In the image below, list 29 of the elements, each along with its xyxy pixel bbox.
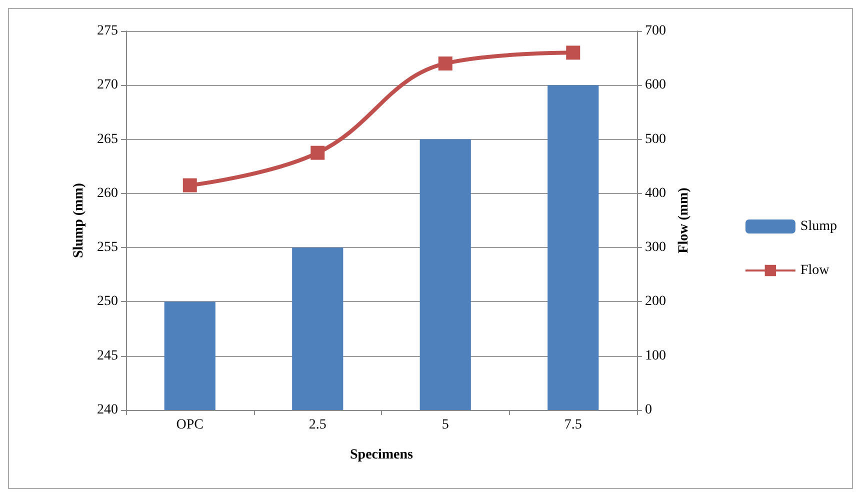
y-tick-label: 275: [97, 24, 118, 38]
y2-tick-label: 100: [645, 348, 666, 364]
y-tick-label: 245: [97, 348, 118, 364]
x-tick-label: 2.5: [308, 418, 326, 432]
y-tick-label: 250: [97, 294, 118, 310]
point: [182, 178, 197, 192]
y2-tick-label: 500: [645, 132, 666, 147]
x-tick-label: 5: [442, 418, 449, 432]
point: [438, 56, 452, 70]
x-axis-title: Specimens: [350, 448, 414, 462]
y2-tick-label: 400: [645, 186, 666, 201]
y-tick-label: 265: [97, 132, 118, 147]
y-tick-label: 240: [97, 402, 118, 418]
y2-tick-label: 600: [645, 78, 666, 93]
legend-label: Slump: [800, 219, 838, 234]
y2-tick-label: 300: [645, 240, 666, 256]
y-axis-title: Slump (mm): [72, 182, 87, 258]
point: [566, 46, 580, 60]
y2-tick-label: 0: [645, 402, 652, 418]
y-tick-label: 270: [97, 78, 118, 93]
y2-tick-label: 700: [645, 24, 666, 38]
y-tick-label: 255: [97, 240, 118, 256]
x-tick-label: OPC: [176, 418, 204, 432]
legend-label: Flow: [800, 263, 830, 278]
y2-axis-title: Flow (mm): [676, 187, 692, 254]
point: [310, 146, 325, 160]
y-tick-label: 260: [97, 186, 118, 201]
y2-tick-label: 200: [645, 294, 666, 310]
x-tick-label: 7.5: [564, 418, 582, 432]
